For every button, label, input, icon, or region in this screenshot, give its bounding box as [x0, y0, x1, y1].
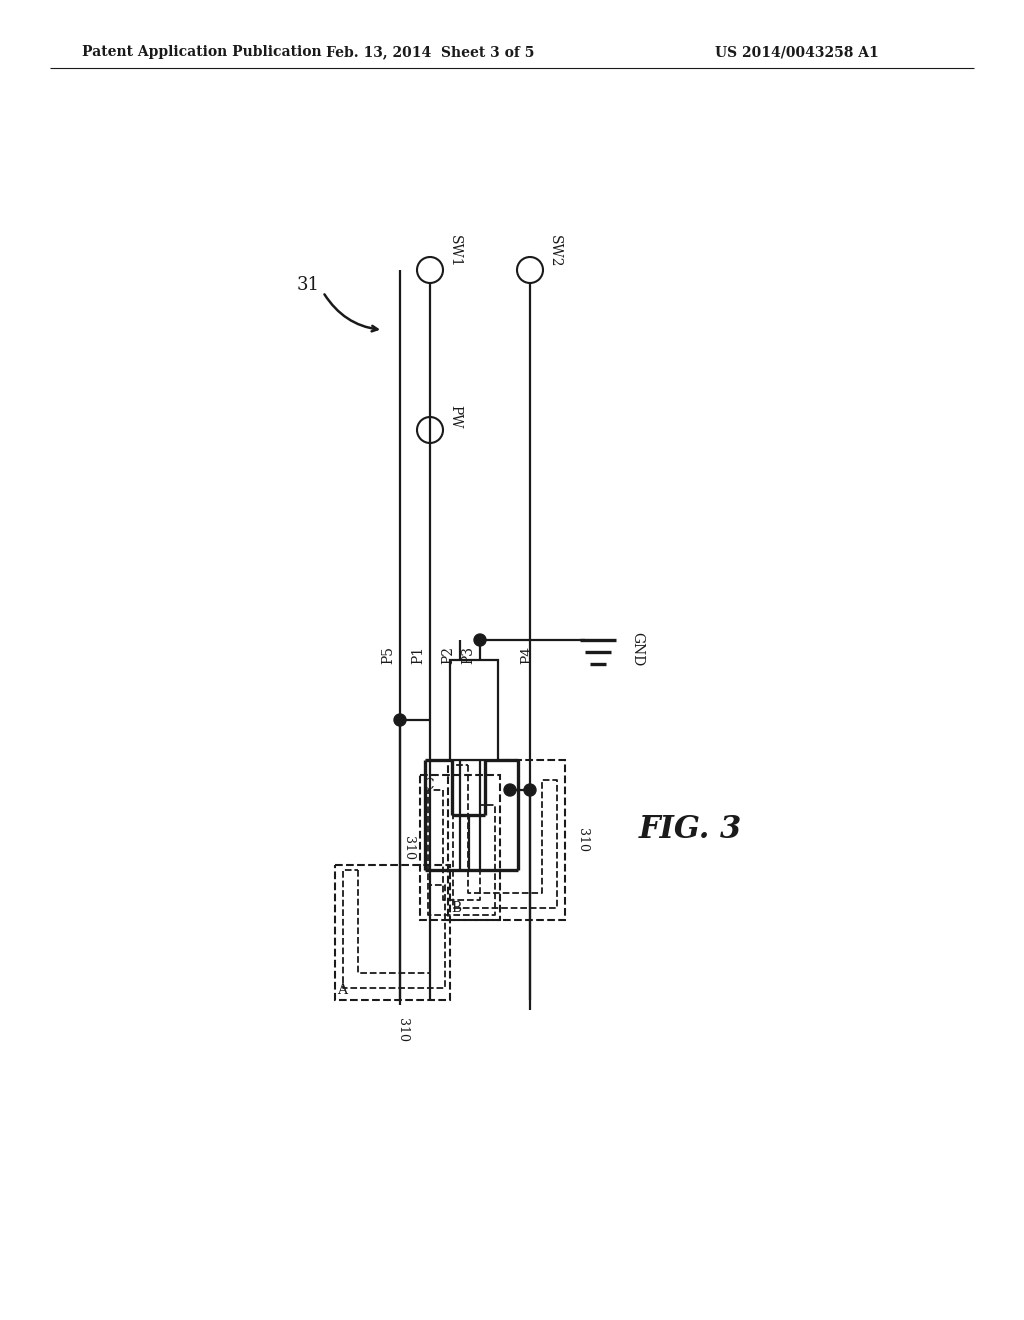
Text: US 2014/0043258 A1: US 2014/0043258 A1 — [715, 45, 879, 59]
Circle shape — [524, 784, 536, 796]
Bar — [449, 760, 565, 920]
Circle shape — [474, 634, 486, 645]
Text: P1: P1 — [411, 645, 425, 664]
Text: PW: PW — [449, 405, 462, 429]
Text: SW2: SW2 — [548, 235, 562, 268]
Text: P3: P3 — [461, 645, 475, 664]
Text: SW1: SW1 — [449, 235, 462, 268]
Bar — [450, 660, 498, 760]
Text: P2: P2 — [441, 645, 455, 664]
Text: P5: P5 — [381, 645, 395, 664]
Circle shape — [394, 714, 406, 726]
Text: 31: 31 — [297, 276, 319, 294]
Text: 310: 310 — [577, 828, 590, 851]
Text: FIG. 3: FIG. 3 — [638, 814, 741, 846]
Text: 310: 310 — [396, 1018, 409, 1041]
Circle shape — [504, 784, 516, 796]
Text: Feb. 13, 2014  Sheet 3 of 5: Feb. 13, 2014 Sheet 3 of 5 — [326, 45, 535, 59]
Text: B: B — [451, 902, 461, 915]
Bar — [420, 775, 500, 920]
Text: A: A — [337, 983, 347, 997]
Text: C: C — [423, 777, 433, 792]
Text: Patent Application Publication: Patent Application Publication — [82, 45, 322, 59]
Text: P4: P4 — [520, 645, 534, 664]
Text: 310: 310 — [401, 836, 415, 859]
Text: GND: GND — [630, 632, 644, 667]
Bar — [335, 865, 450, 1001]
